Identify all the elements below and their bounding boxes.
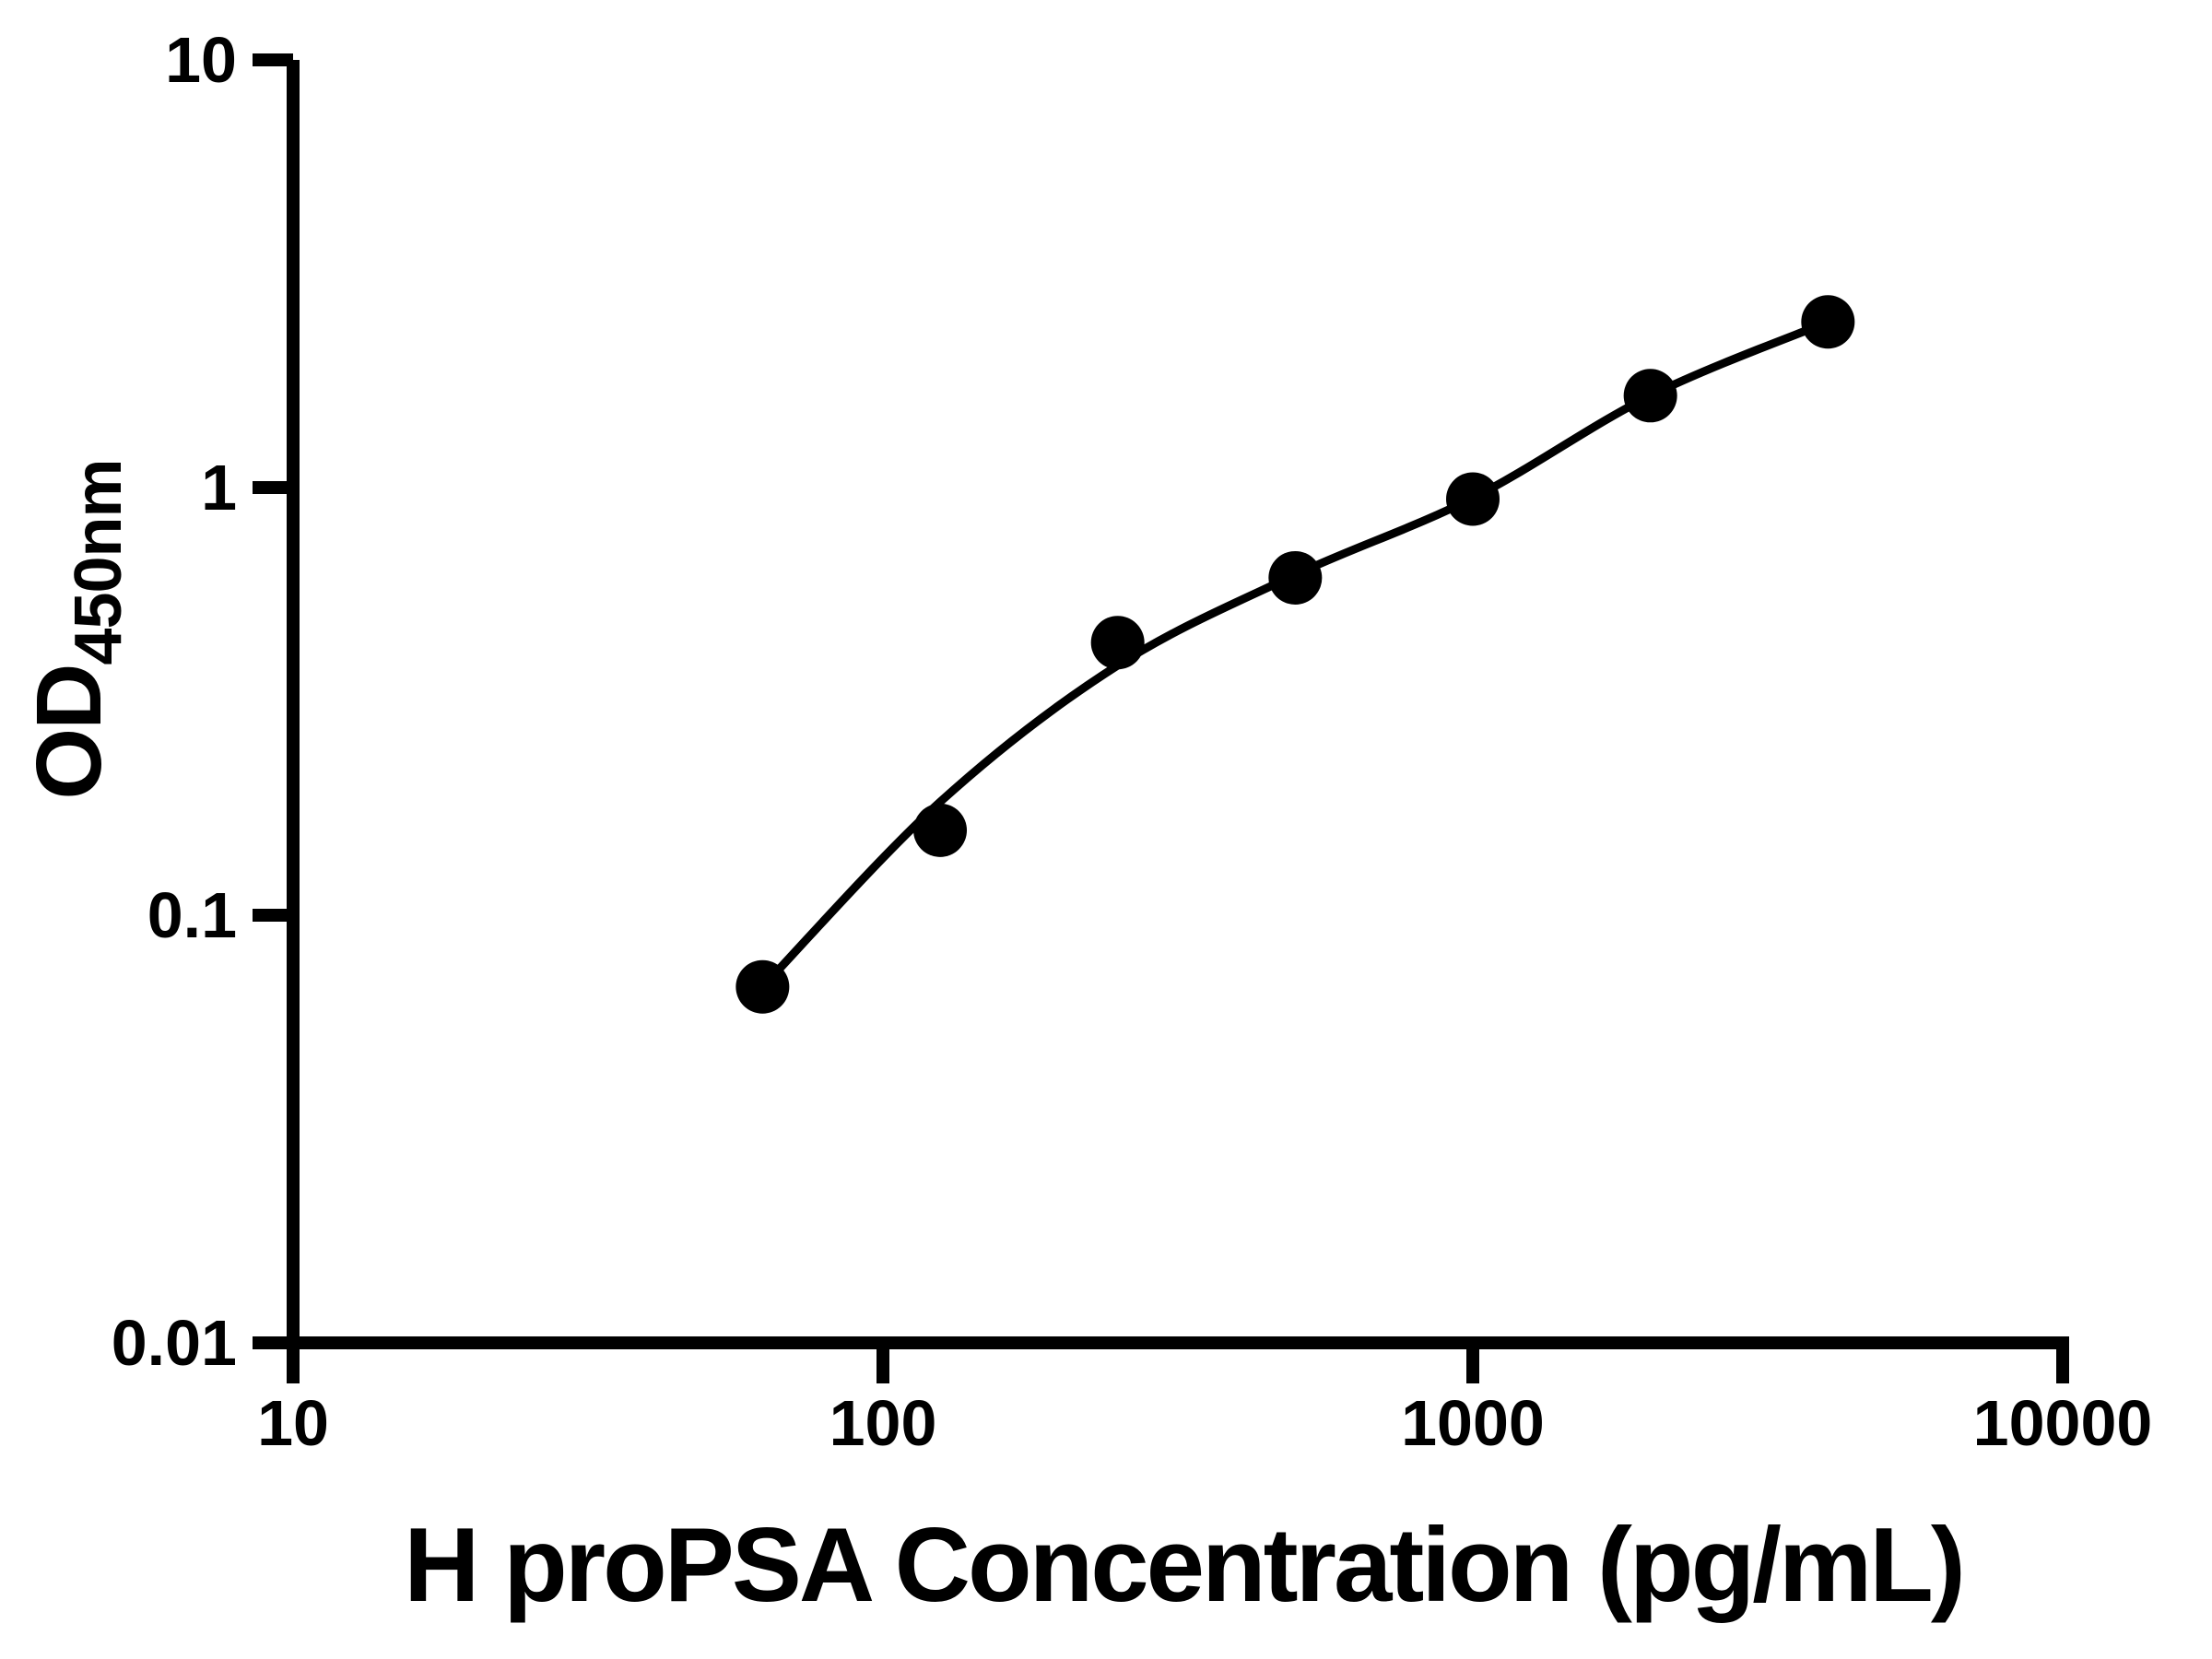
y-tick-label: 0.1	[147, 879, 237, 951]
y-axis-title-subscript: 450nm	[62, 459, 135, 665]
data-point	[913, 803, 968, 857]
x-tick-label: 10	[257, 1387, 329, 1459]
data-point	[1801, 295, 1855, 349]
y-axis-title: OD450nm	[18, 459, 135, 799]
data-point	[1090, 616, 1145, 670]
x-tick-label: 1000	[1401, 1387, 1545, 1459]
data-point	[1268, 550, 1323, 605]
y-tick-label: 1	[201, 452, 237, 524]
x-tick-label: 10000	[1973, 1387, 2153, 1459]
data-point	[1446, 472, 1500, 526]
data-point	[735, 959, 790, 1014]
x-axis-title: H proPSA Concentration (pg/mL)	[404, 1507, 1966, 1624]
axis-spine	[287, 60, 2069, 1349]
fit-curve	[758, 317, 1832, 992]
y-tick-label: 10	[165, 24, 237, 96]
x-tick-label: 100	[830, 1387, 937, 1459]
y-tick-label: 0.01	[112, 1307, 237, 1379]
data-point	[1623, 369, 1677, 423]
y-axis-title-main: OD	[18, 665, 121, 800]
